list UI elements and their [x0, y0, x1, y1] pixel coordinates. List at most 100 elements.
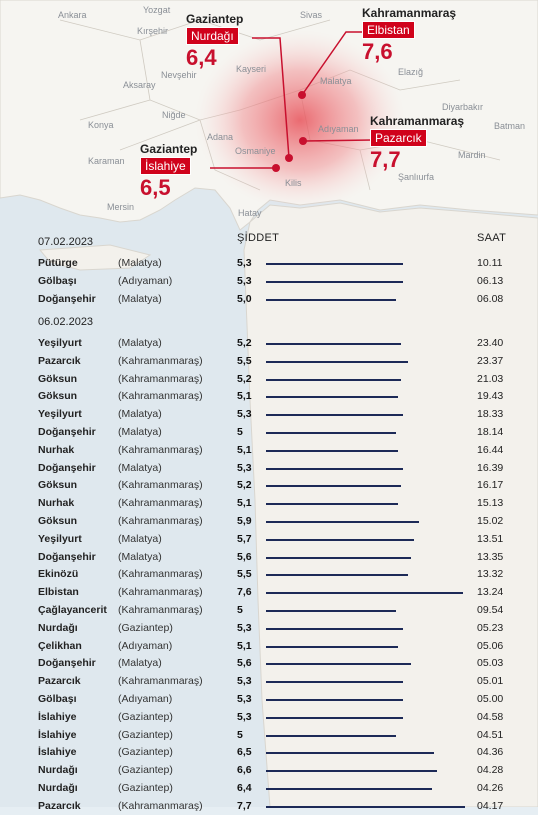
time-value: 23.37	[477, 354, 504, 367]
province-name: (Gaziantep)	[118, 782, 173, 794]
city-label: Kilis	[285, 178, 302, 188]
place-name: Göksun	[38, 515, 78, 527]
magnitude-bar	[266, 556, 411, 559]
table-row: Nurhak (Kahramanmaraş) 5,1 15.13	[0, 495, 538, 512]
magnitude-value: 5,1	[237, 497, 252, 510]
epicenter-dot-pazarcik	[299, 137, 307, 145]
place-name: Gölbaşı	[38, 693, 77, 705]
callout-province: Kahramanmaraş	[370, 114, 465, 128]
magnitude-bar	[266, 467, 403, 470]
magnitude-value: 5,3	[237, 274, 252, 287]
time-value: 19.43	[477, 390, 504, 403]
time-value: 15.13	[477, 497, 504, 510]
province-name: (Gaziantep)	[118, 728, 173, 741]
magnitude-value: 5,2	[237, 479, 252, 492]
date-header: 07.02.2023	[38, 236, 94, 248]
province-name: (Adıyaman)	[118, 693, 173, 705]
place-name: Doğanşehir	[38, 657, 96, 670]
magnitude-bar	[266, 360, 408, 363]
province-name: (Malatya)	[118, 257, 162, 269]
time-value: 15.02	[477, 515, 504, 527]
magnitude-value: 5,5	[237, 568, 252, 581]
city-label: Kayseri	[236, 64, 267, 74]
city-label: Ankara	[58, 10, 87, 20]
place-name: İslahiye	[38, 728, 77, 741]
place-name: Elbistan	[38, 586, 79, 599]
place-name: Pütürge	[38, 257, 78, 269]
city-label: Niğde	[162, 110, 186, 120]
magnitude-bar	[266, 485, 401, 488]
table-row: Nurdağı (Gaziantep) 5,3 05.23	[0, 620, 538, 637]
time-value: 05.06	[477, 639, 504, 652]
city-label: Hatay	[238, 208, 262, 218]
table-row: İslahiye (Gaziantep) 5 04.51	[0, 727, 538, 744]
table-row: Doğanşehir (Malatya) 5,3 16.39	[0, 460, 538, 477]
place-name: Nurdağı	[38, 782, 78, 794]
magnitude-bar	[266, 716, 403, 719]
time-value: 04.26	[477, 782, 504, 794]
magnitude-bar	[266, 752, 434, 755]
city-label: Adıyaman	[318, 124, 359, 134]
magnitude-bar	[266, 699, 403, 701]
city-label: Diyarbakır	[442, 102, 484, 112]
time-header: SAAT	[477, 232, 507, 244]
time-value: 05.00	[477, 693, 504, 705]
table-row: Pazarcık (Kahramanmaraş) 5,5 23.37	[0, 353, 538, 370]
time-value: 23.40	[477, 337, 504, 349]
table-row: Pazarcık (Kahramanmaraş) 7,7 04.17	[0, 798, 538, 815]
city-label: Nevşehir	[161, 70, 197, 80]
magnitude-bar	[266, 592, 463, 595]
province-name: (Malatya)	[118, 292, 162, 305]
province-name: (Adıyaman)	[118, 639, 173, 652]
magnitude-bar	[266, 378, 401, 381]
table-row: Doğanşehir (Malatya) 5,6 13.35	[0, 549, 538, 566]
province-name: (Gaziantep)	[118, 764, 173, 777]
time-value: 16.17	[477, 479, 504, 492]
table-row: Göksun (Kahramanmaraş) 5,9 15.02	[0, 513, 538, 530]
table-row: Pazarcık (Kahramanmaraş) 5,3 05.01	[0, 673, 538, 690]
magnitude-bar	[266, 770, 437, 773]
time-value: 04.28	[477, 764, 504, 777]
place-name: Yeşilyurt	[38, 337, 82, 349]
magnitude-value: 5,1	[237, 639, 252, 652]
place-name: Doğanşehir	[38, 550, 96, 563]
magnitude-value: 5	[237, 426, 243, 438]
callout-magnitude: 6,5	[140, 175, 171, 200]
magnitude-value: 5	[237, 604, 243, 616]
province-name: (Kahramanmaraş)	[118, 604, 203, 616]
province-name: (Kahramanmaraş)	[118, 354, 203, 367]
epicenter-dot-elbistan	[298, 91, 306, 99]
time-value: 04.17	[477, 799, 504, 812]
city-label: Kırşehir	[137, 26, 169, 36]
time-value: 13.24	[477, 586, 504, 599]
time-value: 13.32	[477, 568, 504, 581]
affected-area-glow	[195, 30, 405, 210]
magnitude-bar	[266, 627, 403, 630]
place-name: Gölbaşı	[38, 274, 77, 287]
province-name: (Kahramanmaraş)	[118, 586, 203, 599]
place-name: Pazarcık	[38, 675, 81, 688]
magnitude-bar	[266, 449, 398, 452]
province-name: (Kahramanmaraş)	[118, 675, 203, 688]
table-row: Ekinözü (Kahramanmaraş) 5,5 13.32	[0, 566, 538, 583]
time-value: 13.51	[477, 532, 504, 545]
place-name: Nurhak	[38, 443, 75, 456]
city-label: Sivas	[300, 10, 323, 20]
callout-magnitude: 7,6	[362, 39, 393, 64]
time-value: 16.39	[477, 461, 504, 474]
province-name: (Kahramanmaraş)	[118, 799, 203, 812]
place-name: Nurdağı	[38, 621, 78, 634]
table-row: Yeşilyurt (Malatya) 5,7 13.51	[0, 531, 538, 548]
place-name: Doğanşehir	[38, 426, 96, 438]
province-name: (Gaziantep)	[118, 710, 173, 723]
table-row: Doğanşehir (Malatya) 5,0 06.08	[0, 291, 538, 308]
table-row: Göksun (Kahramanmaraş) 5,2 16.17	[0, 477, 538, 494]
province-name: (Malatya)	[118, 461, 162, 474]
magnitude-value: 6,6	[237, 764, 252, 777]
place-name: Göksun	[38, 479, 78, 492]
magnitude-value: 5,9	[237, 515, 252, 527]
time-value: 09.54	[477, 604, 504, 616]
magnitude-value: 5,3	[237, 675, 252, 688]
table-row: Doğanşehir (Malatya) 5,6 05.03	[0, 655, 538, 672]
callout-magnitude: 6,4	[186, 45, 217, 70]
